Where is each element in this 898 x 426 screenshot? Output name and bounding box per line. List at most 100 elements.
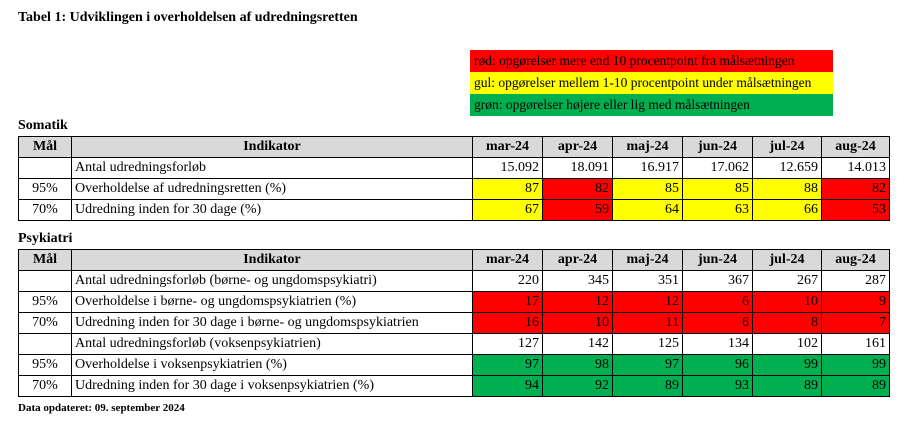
value-cell: 10 [542,312,613,334]
header-month: jul-24 [752,136,822,158]
value-cell: 82 [542,178,613,200]
value-cell: 12.659 [752,157,822,179]
value-cell: 220 [472,270,543,292]
header-month: maj-24 [612,249,683,271]
value-cell: 92 [542,375,613,397]
value-cell: 9 [821,291,890,313]
value-cell: 63 [682,199,753,221]
value-cell: 351 [612,270,683,292]
value-cell: 94 [472,375,543,397]
indicator-cell: Udredning inden for 30 dage i børne- og … [71,312,473,334]
goal-cell: 70% [18,199,72,221]
value-cell: 17 [472,291,543,313]
indicator-cell: Antal udredningsforløb (voksenpsykiatrie… [71,333,473,355]
value-cell: 89 [612,375,683,397]
value-cell: 12 [542,291,613,313]
header-month: maj-24 [612,136,683,158]
table-row: 70% Udredning inden for 30 dage i voksenp… [18,375,890,397]
goal-cell [18,157,72,179]
header-month: jun-24 [682,249,753,271]
value-cell: 82 [821,178,890,200]
indicator-cell: Antal udredningsforløb [71,157,473,179]
goal-cell: 70% [18,312,72,334]
somatik-table: Mål Indikator mar-24 apr-24 maj-24 jun-2… [18,136,890,221]
value-cell: 59 [542,199,613,221]
header-row: Mål Indikator mar-24 apr-24 maj-24 jun-2… [18,136,890,158]
legend-yellow: gul: opgørelser mellem 1-10 procentpoint… [470,72,833,94]
value-cell: 99 [752,354,822,376]
goal-cell: 70% [18,375,72,397]
value-cell: 161 [821,333,890,355]
goal-cell [18,333,72,355]
table-row: Antal udredningsforløb (voksenpsykiatrie… [18,333,890,355]
table-row: Antal udredningsforløb (børne- og ungdom… [18,270,890,292]
value-cell: 6 [682,291,753,313]
value-cell: 8 [752,312,822,334]
value-cell: 18.091 [542,157,613,179]
value-cell: 87 [472,178,543,200]
value-cell: 66 [752,199,822,221]
indicator-cell: Overholdelse i voksenpsykiatrien (%) [71,354,473,376]
header-month: mar-24 [472,136,543,158]
header-month: mar-24 [472,249,543,271]
value-cell: 6 [682,312,753,334]
header-indicator: Indikator [71,136,473,158]
value-cell: 12 [612,291,683,313]
value-cell: 11 [612,312,683,334]
value-cell: 97 [472,354,543,376]
header-goal: Mål [18,249,72,271]
header-row: Mål Indikator mar-24 apr-24 maj-24 jun-2… [18,249,890,271]
table-row: 95% Overholdelse i børne- og ungdomspsyki… [18,291,890,313]
value-cell: 345 [542,270,613,292]
value-cell: 16.917 [612,157,683,179]
value-cell: 142 [542,333,613,355]
value-cell: 287 [821,270,890,292]
header-month: aug-24 [821,249,890,271]
table-row: 95% Overholdelse i voksenpsykiatrien (%) 9… [18,354,890,376]
header-month: jun-24 [682,136,753,158]
psykiatri-table: Mål Indikator mar-24 apr-24 maj-24 jun-2… [18,249,890,397]
indicator-cell: Udredning inden for 30 dage i voksenpsyk… [71,375,473,397]
value-cell: 98 [542,354,613,376]
psykiatri-title: Psykiatri [18,231,73,246]
value-cell: 97 [612,354,683,376]
value-cell: 102 [752,333,822,355]
goal-cell: 95% [18,178,72,200]
value-cell: 267 [752,270,822,292]
header-month: apr-24 [542,249,613,271]
header-month: apr-24 [542,136,613,158]
value-cell: 85 [612,178,683,200]
value-cell: 53 [821,199,890,221]
value-cell: 127 [472,333,543,355]
legend-red: rød: opgørelser mere end 10 procentpoint… [470,50,833,72]
table-row: 95% Overholdelse af udredningsretten (%) 8… [18,178,890,200]
header-month: aug-24 [821,136,890,158]
header-goal: Mål [18,136,72,158]
value-cell: 96 [682,354,753,376]
indicator-cell: Overholdelse af udredningsretten (%) [71,178,473,200]
table-title: Tabel 1: Udviklingen i overholdelsen af … [18,10,358,25]
value-cell: 89 [752,375,822,397]
table-row: Antal udredningsforløb 15.092 18.091 16.917… [18,157,890,179]
value-cell: 17.062 [682,157,753,179]
value-cell: 88 [752,178,822,200]
value-cell: 134 [682,333,753,355]
goal-cell [18,270,72,292]
data-updated-note: Data opdateret: 09. september 2024 [18,402,185,414]
value-cell: 99 [821,354,890,376]
value-cell: 7 [821,312,890,334]
value-cell: 89 [821,375,890,397]
goal-cell: 95% [18,354,72,376]
somatik-title: Somatik [18,118,68,133]
value-cell: 85 [682,178,753,200]
color-legend: rød: opgørelser mere end 10 procentpoint… [470,50,833,116]
value-cell: 14.013 [821,157,890,179]
goal-cell: 95% [18,291,72,313]
value-cell: 93 [682,375,753,397]
value-cell: 67 [472,199,543,221]
value-cell: 15.092 [472,157,543,179]
header-month: jul-24 [752,249,822,271]
value-cell: 10 [752,291,822,313]
value-cell: 16 [472,312,543,334]
indicator-cell: Udredning inden for 30 dage (%) [71,199,473,221]
